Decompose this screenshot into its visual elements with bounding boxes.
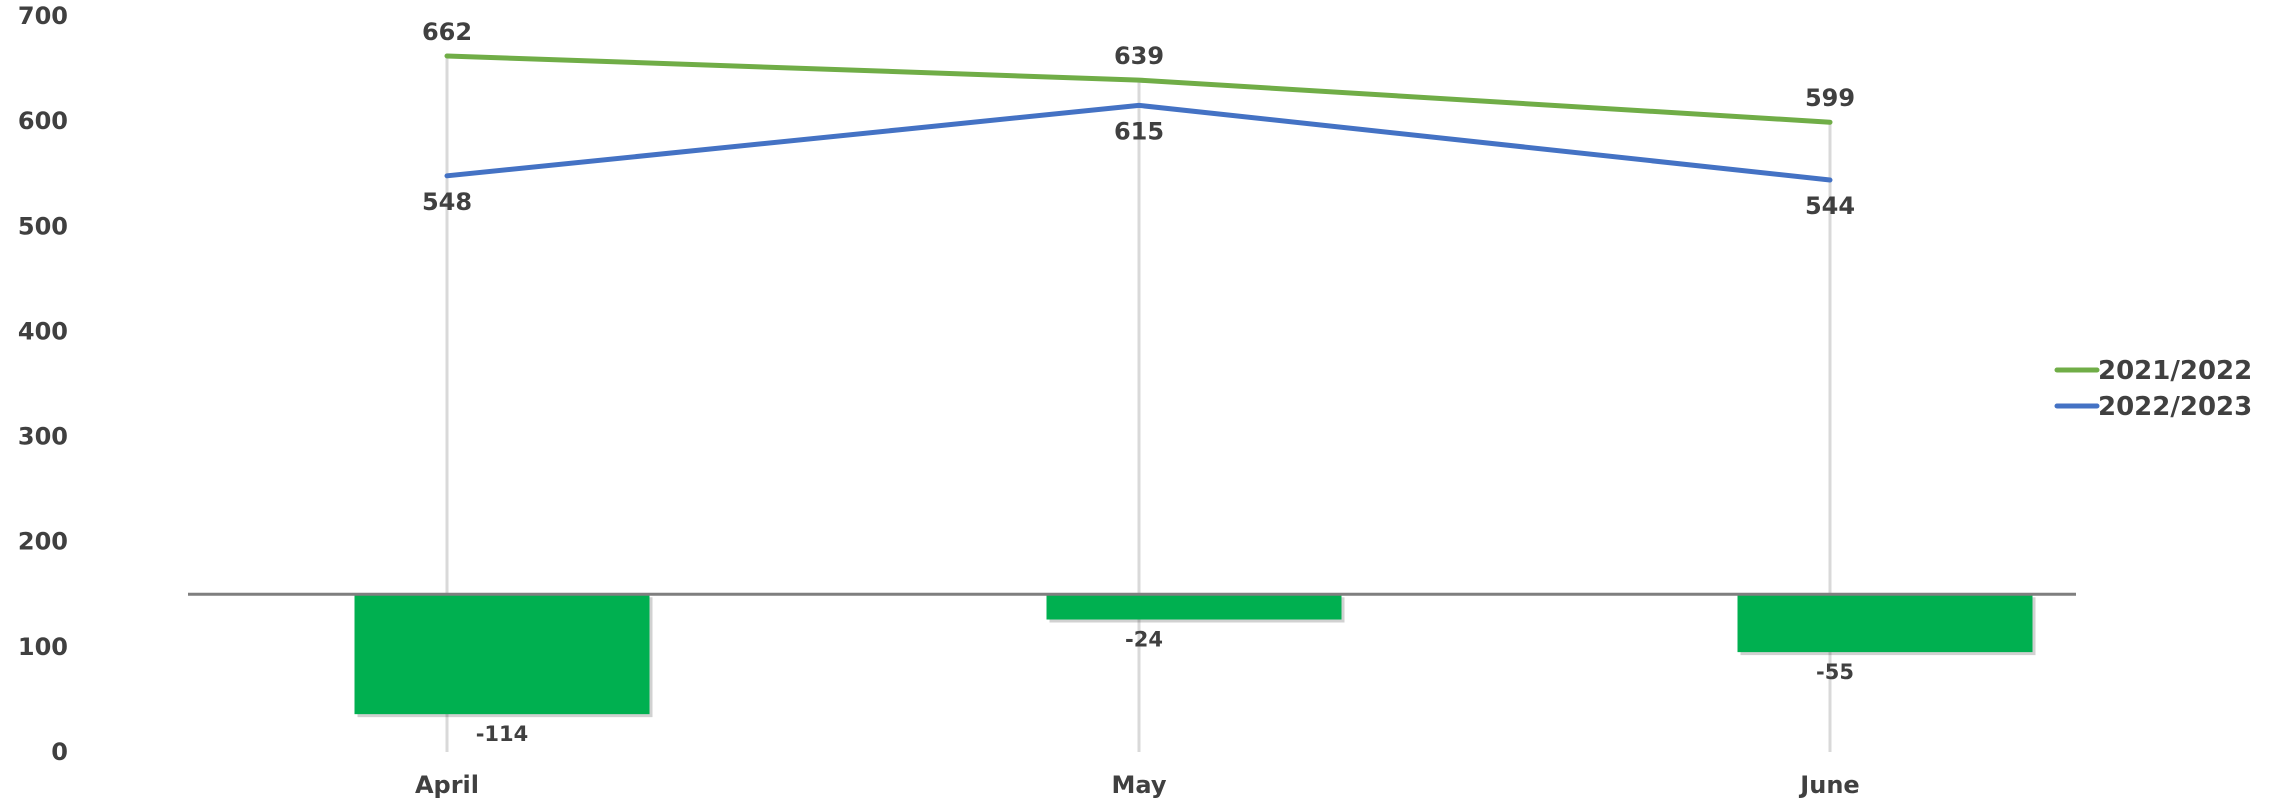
series-data-label: 662 bbox=[422, 18, 472, 46]
x-tick-label-june: June bbox=[1798, 771, 1859, 799]
difference-bar-june bbox=[1737, 594, 2033, 653]
y-tick-label: 300 bbox=[18, 423, 68, 451]
series-line-2022-2023 bbox=[444, 102, 1833, 183]
x-axis: April May June bbox=[415, 771, 1860, 799]
series-data-label: 639 bbox=[1114, 42, 1164, 70]
series-lines bbox=[444, 53, 1833, 183]
x-tick-label-april: April bbox=[415, 771, 479, 799]
difference-bar-april bbox=[354, 594, 650, 715]
y-tick-label: 0 bbox=[51, 738, 68, 766]
x-tick-label-may: May bbox=[1112, 771, 1167, 799]
legend-label-2022-2023: 2022/2023 bbox=[2098, 392, 2252, 422]
y-tick-label: 500 bbox=[18, 212, 68, 240]
y-tick-label: 600 bbox=[18, 107, 68, 135]
bar-data-label: -114 bbox=[476, 722, 529, 746]
legend-label-2021-2022: 2021/2022 bbox=[2098, 356, 2252, 386]
series-data-label: 615 bbox=[1114, 117, 1164, 145]
legend: 2021/2022 2022/2023 bbox=[2054, 356, 2252, 422]
series-data-label: 599 bbox=[1805, 84, 1855, 112]
series-line-2021-2022 bbox=[444, 53, 1833, 125]
series-data-label: 548 bbox=[422, 188, 472, 216]
y-tick-label: 700 bbox=[18, 2, 68, 30]
y-tick-label: 400 bbox=[18, 317, 68, 345]
bar-data-label: -55 bbox=[1816, 660, 1854, 684]
bar-data-label: -24 bbox=[1125, 628, 1163, 652]
series-data-label: 544 bbox=[1805, 192, 1855, 220]
y-tick-label: 200 bbox=[18, 528, 68, 556]
y-axis: 0 100 200 300 400 500 600 700 bbox=[18, 2, 68, 766]
difference-bar-may bbox=[1046, 594, 1342, 620]
y-tick-label: 100 bbox=[18, 633, 68, 661]
data-labels: -114 -24 -55 662 639 599 548 615 544 bbox=[422, 18, 1855, 746]
difference-bars bbox=[354, 594, 2036, 718]
